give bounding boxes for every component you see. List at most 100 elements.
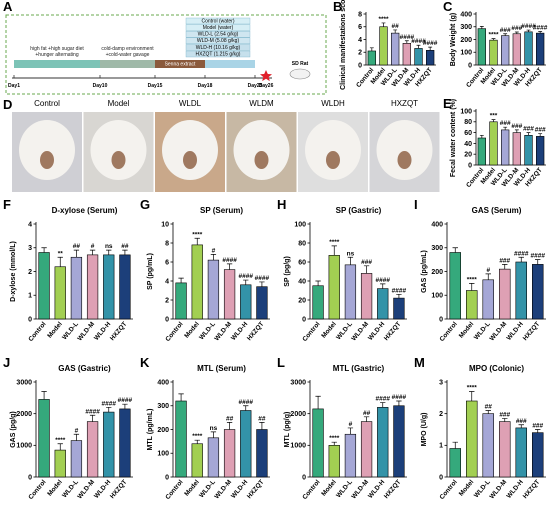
bar: [54, 449, 66, 478]
significance-label: ###: [361, 259, 372, 266]
error-bar: [347, 256, 354, 265]
x-tick-label: HXZQT: [109, 479, 129, 500]
significance-label: #: [91, 243, 95, 250]
bar: [256, 286, 268, 320]
y-tick-label: 80: [298, 240, 306, 247]
photo-label: WLDH: [321, 99, 345, 108]
x-tick-label: WLD-M: [76, 479, 96, 501]
significance-label: ####: [400, 34, 415, 41]
significance-label: ####: [255, 275, 270, 282]
group-box: [185, 44, 251, 51]
photo-anus: [326, 151, 340, 169]
significance-label: ####: [118, 397, 133, 404]
significance-label: #: [349, 421, 353, 428]
significance-label: ####: [411, 38, 426, 45]
error-bar: [226, 422, 233, 430]
treatment-bar: [205, 60, 255, 68]
bar: [524, 135, 533, 166]
significance-label: #: [486, 267, 490, 274]
y-tick-label: 100: [157, 451, 169, 458]
bar: [393, 405, 405, 478]
significance-label: ****: [378, 16, 389, 23]
error-bar: [381, 22, 386, 27]
panel-letter: M: [414, 355, 425, 370]
significance-label: ##: [392, 23, 400, 30]
error-bar: [452, 247, 458, 253]
y-tick-label: 4: [358, 37, 362, 44]
photo-label: WLDL: [179, 99, 202, 108]
bar: [328, 445, 340, 478]
y-tick-label: 20: [464, 152, 472, 159]
x-tick-label: Control: [439, 479, 459, 501]
significance-label: ####: [222, 257, 237, 264]
y-tick-label: 400: [431, 221, 443, 228]
y-tick-label: 1: [28, 293, 32, 300]
y-tick-label: 400: [157, 379, 169, 386]
significance-label: ###: [500, 120, 511, 127]
error-bar: [194, 439, 200, 444]
x-tick-label: HXZQT: [522, 479, 542, 500]
phase-label: +hunger alternating: [35, 52, 78, 58]
error-bar: [259, 281, 265, 287]
x-tick-label: Control: [301, 479, 321, 501]
panel-letter: E: [443, 96, 452, 111]
x-tick-label: WLD-M: [76, 321, 96, 343]
bar: [367, 50, 376, 66]
photo-anus: [254, 151, 269, 169]
bar: [312, 285, 324, 320]
error-bar: [73, 249, 80, 258]
y-tick-label: 80: [464, 119, 472, 126]
significance-label: ****: [329, 435, 340, 442]
bar: [499, 268, 511, 320]
photo-anus: [183, 151, 197, 169]
y-tick-label: 0: [28, 474, 32, 481]
significance-label: ##: [226, 415, 234, 422]
y-tick-label: 0: [302, 474, 306, 481]
bar: [532, 264, 544, 320]
y-tick-label: 0: [302, 316, 306, 323]
photo-fur: [376, 120, 433, 180]
day-label: Day1: [8, 83, 20, 89]
y-tick-label: 40: [464, 141, 472, 148]
y-tick-label: 0: [439, 316, 443, 323]
error-bar: [538, 133, 543, 137]
significance-label: ####: [531, 253, 546, 260]
y-tick-label: 100: [431, 293, 443, 300]
significance-label: ####: [102, 400, 117, 407]
y-axis-label: GAS (pg/mL): [421, 250, 428, 293]
error-bar: [526, 29, 531, 32]
x-tick-label: HXZQT: [109, 321, 129, 342]
error-bar: [535, 259, 541, 265]
y-axis-label: D-xylose (mmol/L): [10, 241, 17, 302]
group-label: Control (water): [201, 18, 234, 24]
significance-label: ****: [467, 385, 478, 392]
x-tick-label: WLD-M: [350, 479, 370, 501]
bar: [240, 284, 252, 320]
significance-label: ns: [105, 243, 113, 250]
bar: [86, 254, 99, 320]
significance-label: #: [212, 247, 216, 254]
bar: [393, 297, 405, 320]
error-bar: [538, 31, 543, 34]
error-bar: [396, 400, 402, 406]
error-bar: [106, 249, 112, 255]
significance-label: ###: [499, 257, 510, 264]
panel-letter: C: [443, 0, 453, 14]
y-tick-label: 3000: [16, 379, 32, 386]
photo-label: Model: [108, 99, 130, 108]
panel-letter: A: [3, 0, 13, 14]
significance-label: ####: [239, 399, 254, 406]
bar: [223, 269, 236, 320]
photo-anus: [40, 151, 54, 169]
error-bar: [106, 406, 112, 413]
y-axis-label: SP (pg/g): [284, 256, 291, 287]
bar: [70, 440, 83, 478]
significance-label: ###: [532, 423, 543, 430]
bar: [512, 33, 521, 66]
error-bar: [122, 403, 128, 409]
bar: [477, 28, 486, 66]
bar: [536, 136, 545, 166]
error-bar: [210, 254, 217, 261]
bar: [38, 399, 50, 478]
bar: [489, 39, 498, 66]
